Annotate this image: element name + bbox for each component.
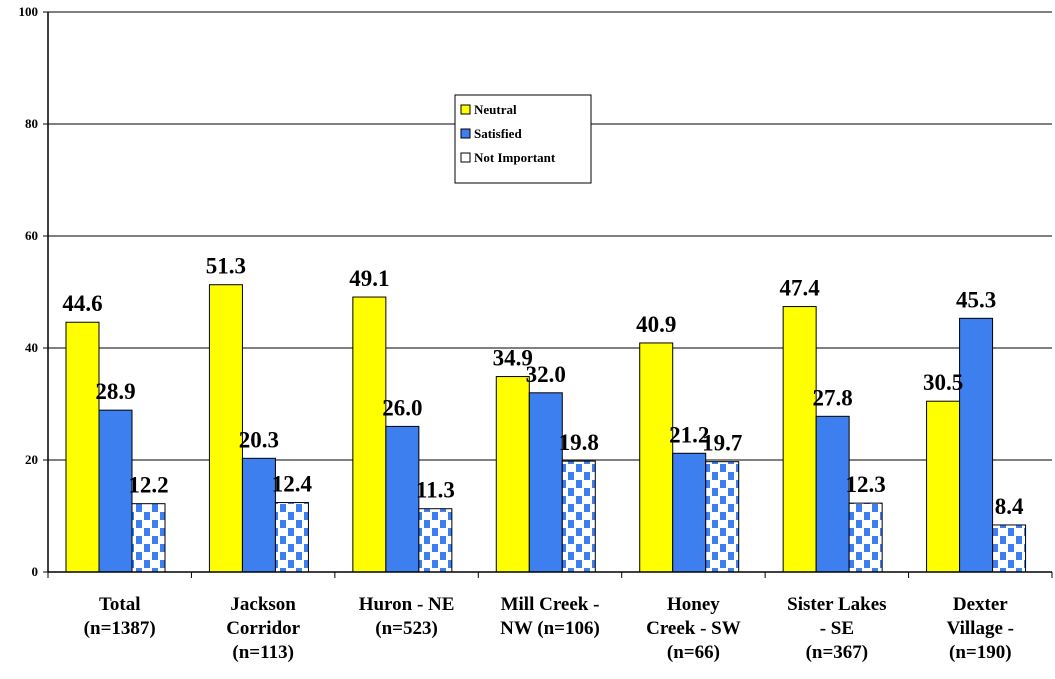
- y-tick-label: 60: [25, 228, 38, 243]
- bar-not-important: [848, 502, 883, 573]
- bar-neutral: [782, 306, 817, 573]
- category-label: Mill Creek -NW (n=106): [500, 594, 600, 639]
- bar-not-important: [992, 524, 1027, 573]
- legend-swatch-neutral: [460, 104, 471, 115]
- y-tick-label: 0: [32, 564, 39, 579]
- category-label: Dexter Village -(n=190): [947, 594, 1014, 663]
- category-label: Honey Creek - SW (n=66): [646, 594, 741, 663]
- y-tick-label: 40: [25, 340, 38, 355]
- data-label: 20.3: [239, 427, 279, 452]
- legend-label: Neutral: [474, 102, 517, 117]
- data-label: 44.6: [62, 291, 102, 316]
- legend-label: Satisfied: [474, 126, 522, 141]
- bar-neutral: [926, 400, 961, 573]
- bar-satisfied: [959, 317, 994, 573]
- bar-neutral: [352, 296, 387, 573]
- data-label: 19.8: [559, 430, 599, 455]
- bar-not-important: [418, 508, 453, 573]
- y-tick-label: 100: [19, 4, 39, 19]
- bar-not-important: [274, 502, 309, 573]
- data-label: 32.0: [526, 362, 566, 387]
- data-label: 11.3: [416, 478, 455, 503]
- legend: Neutral Satisfied Not Important: [454, 94, 592, 184]
- y-tick-label: 20: [25, 452, 38, 467]
- data-label: 26.0: [382, 395, 422, 420]
- category-label: Total (n=1387): [84, 594, 156, 639]
- data-label: 27.8: [813, 385, 853, 410]
- legend-label: Not Important: [474, 150, 556, 165]
- legend-swatch-not-important: [460, 152, 471, 163]
- legend-swatch-satisfied: [460, 128, 471, 139]
- data-label: 51.3: [206, 254, 246, 279]
- bar-satisfied: [672, 452, 707, 573]
- data-label: 45.3: [956, 287, 996, 312]
- bar-neutral: [495, 376, 530, 573]
- data-label: 30.5: [923, 370, 963, 395]
- data-label: 47.4: [780, 276, 821, 301]
- category-label: Huron - NE (n=523): [359, 594, 455, 639]
- data-label: 40.9: [636, 312, 676, 337]
- bar-satisfied: [528, 392, 563, 573]
- category-label: Jackson Corridor (n=113): [226, 594, 300, 663]
- bar-neutral: [65, 321, 100, 573]
- bar-satisfied: [98, 409, 133, 573]
- bar-neutral: [639, 342, 674, 573]
- y-tick-label: 80: [25, 116, 38, 131]
- bar-not-important: [705, 461, 740, 573]
- category-label: Sister Lakes - SE (n=367): [787, 594, 886, 663]
- bar-satisfied: [385, 425, 420, 573]
- data-label: 21.2: [669, 422, 709, 447]
- data-label: 12.3: [846, 472, 886, 497]
- data-label: 49.1: [349, 266, 389, 291]
- bar-satisfied: [241, 457, 276, 573]
- data-label: 8.4: [995, 494, 1024, 519]
- bar-neutral: [208, 284, 243, 573]
- bar-not-important: [561, 460, 596, 573]
- data-label: 34.9: [493, 346, 533, 371]
- legend-box: [454, 94, 592, 184]
- data-label: 19.7: [702, 431, 742, 456]
- data-label: 12.2: [128, 473, 168, 498]
- bar-satisfied: [815, 415, 850, 573]
- data-label: 28.9: [95, 379, 135, 404]
- data-label: 12.4: [272, 472, 313, 497]
- bar-not-important: [131, 503, 166, 573]
